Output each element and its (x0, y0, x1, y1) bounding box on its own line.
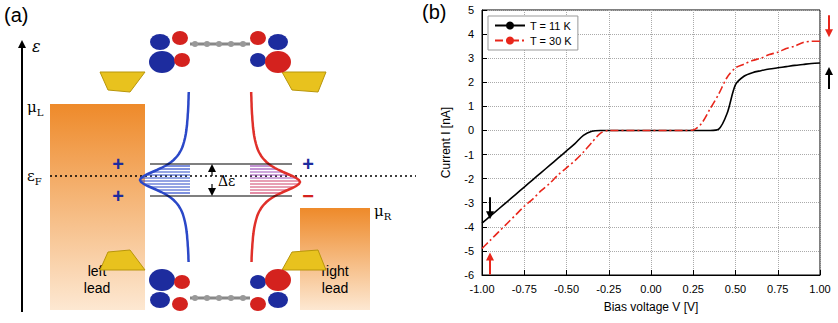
svg-text:T = 30 K: T = 30 K (530, 35, 572, 47)
svg-text:μR: μR (374, 202, 392, 222)
svg-text:-1.00: -1.00 (469, 283, 494, 295)
svg-text:3: 3 (468, 52, 474, 64)
svg-text:0.00: 0.00 (640, 283, 661, 295)
svg-text:0.50: 0.50 (725, 283, 746, 295)
svg-text:-3: -3 (464, 197, 474, 209)
svg-text:(b): (b) (422, 1, 446, 23)
svg-text:-5: -5 (464, 245, 474, 257)
svg-text:-2: -2 (464, 173, 474, 185)
svg-text:-4: -4 (464, 221, 474, 233)
svg-text:lead: lead (84, 280, 110, 296)
svg-text:-0.25: -0.25 (596, 283, 621, 295)
svg-text:0.25: 0.25 (683, 283, 704, 295)
svg-text:+: + (112, 185, 124, 207)
svg-text:5: 5 (468, 4, 474, 16)
svg-text:2: 2 (468, 76, 474, 88)
svg-text:0.75: 0.75 (767, 283, 788, 295)
svg-text:-6: -6 (464, 269, 474, 281)
svg-text:Current I [nA]: Current I [nA] (439, 107, 453, 178)
svg-text:left: left (87, 263, 107, 279)
svg-text:Bias voltage V [V]: Bias voltage V [V] (604, 300, 699, 314)
svg-text:right: right (321, 263, 348, 279)
svg-text:μL: μL (27, 98, 44, 118)
svg-text:-1: -1 (464, 149, 474, 161)
svg-text:+: + (302, 153, 314, 175)
svg-text:lead: lead (322, 280, 348, 296)
svg-text:ε: ε (32, 37, 41, 56)
svg-text:1.00: 1.00 (809, 283, 830, 295)
svg-text:−: − (302, 185, 314, 207)
svg-text:εF: εF (27, 167, 42, 187)
svg-text:-0.50: -0.50 (554, 283, 579, 295)
svg-text:1: 1 (468, 100, 474, 112)
svg-text:Δε: Δε (218, 173, 235, 189)
svg-text:4: 4 (468, 28, 474, 40)
svg-text:0: 0 (468, 124, 474, 136)
svg-text:T = 11 K: T = 11 K (530, 20, 572, 32)
svg-text:+: + (112, 153, 124, 175)
svg-text:(a): (a) (4, 4, 28, 26)
svg-text:-0.75: -0.75 (512, 283, 537, 295)
